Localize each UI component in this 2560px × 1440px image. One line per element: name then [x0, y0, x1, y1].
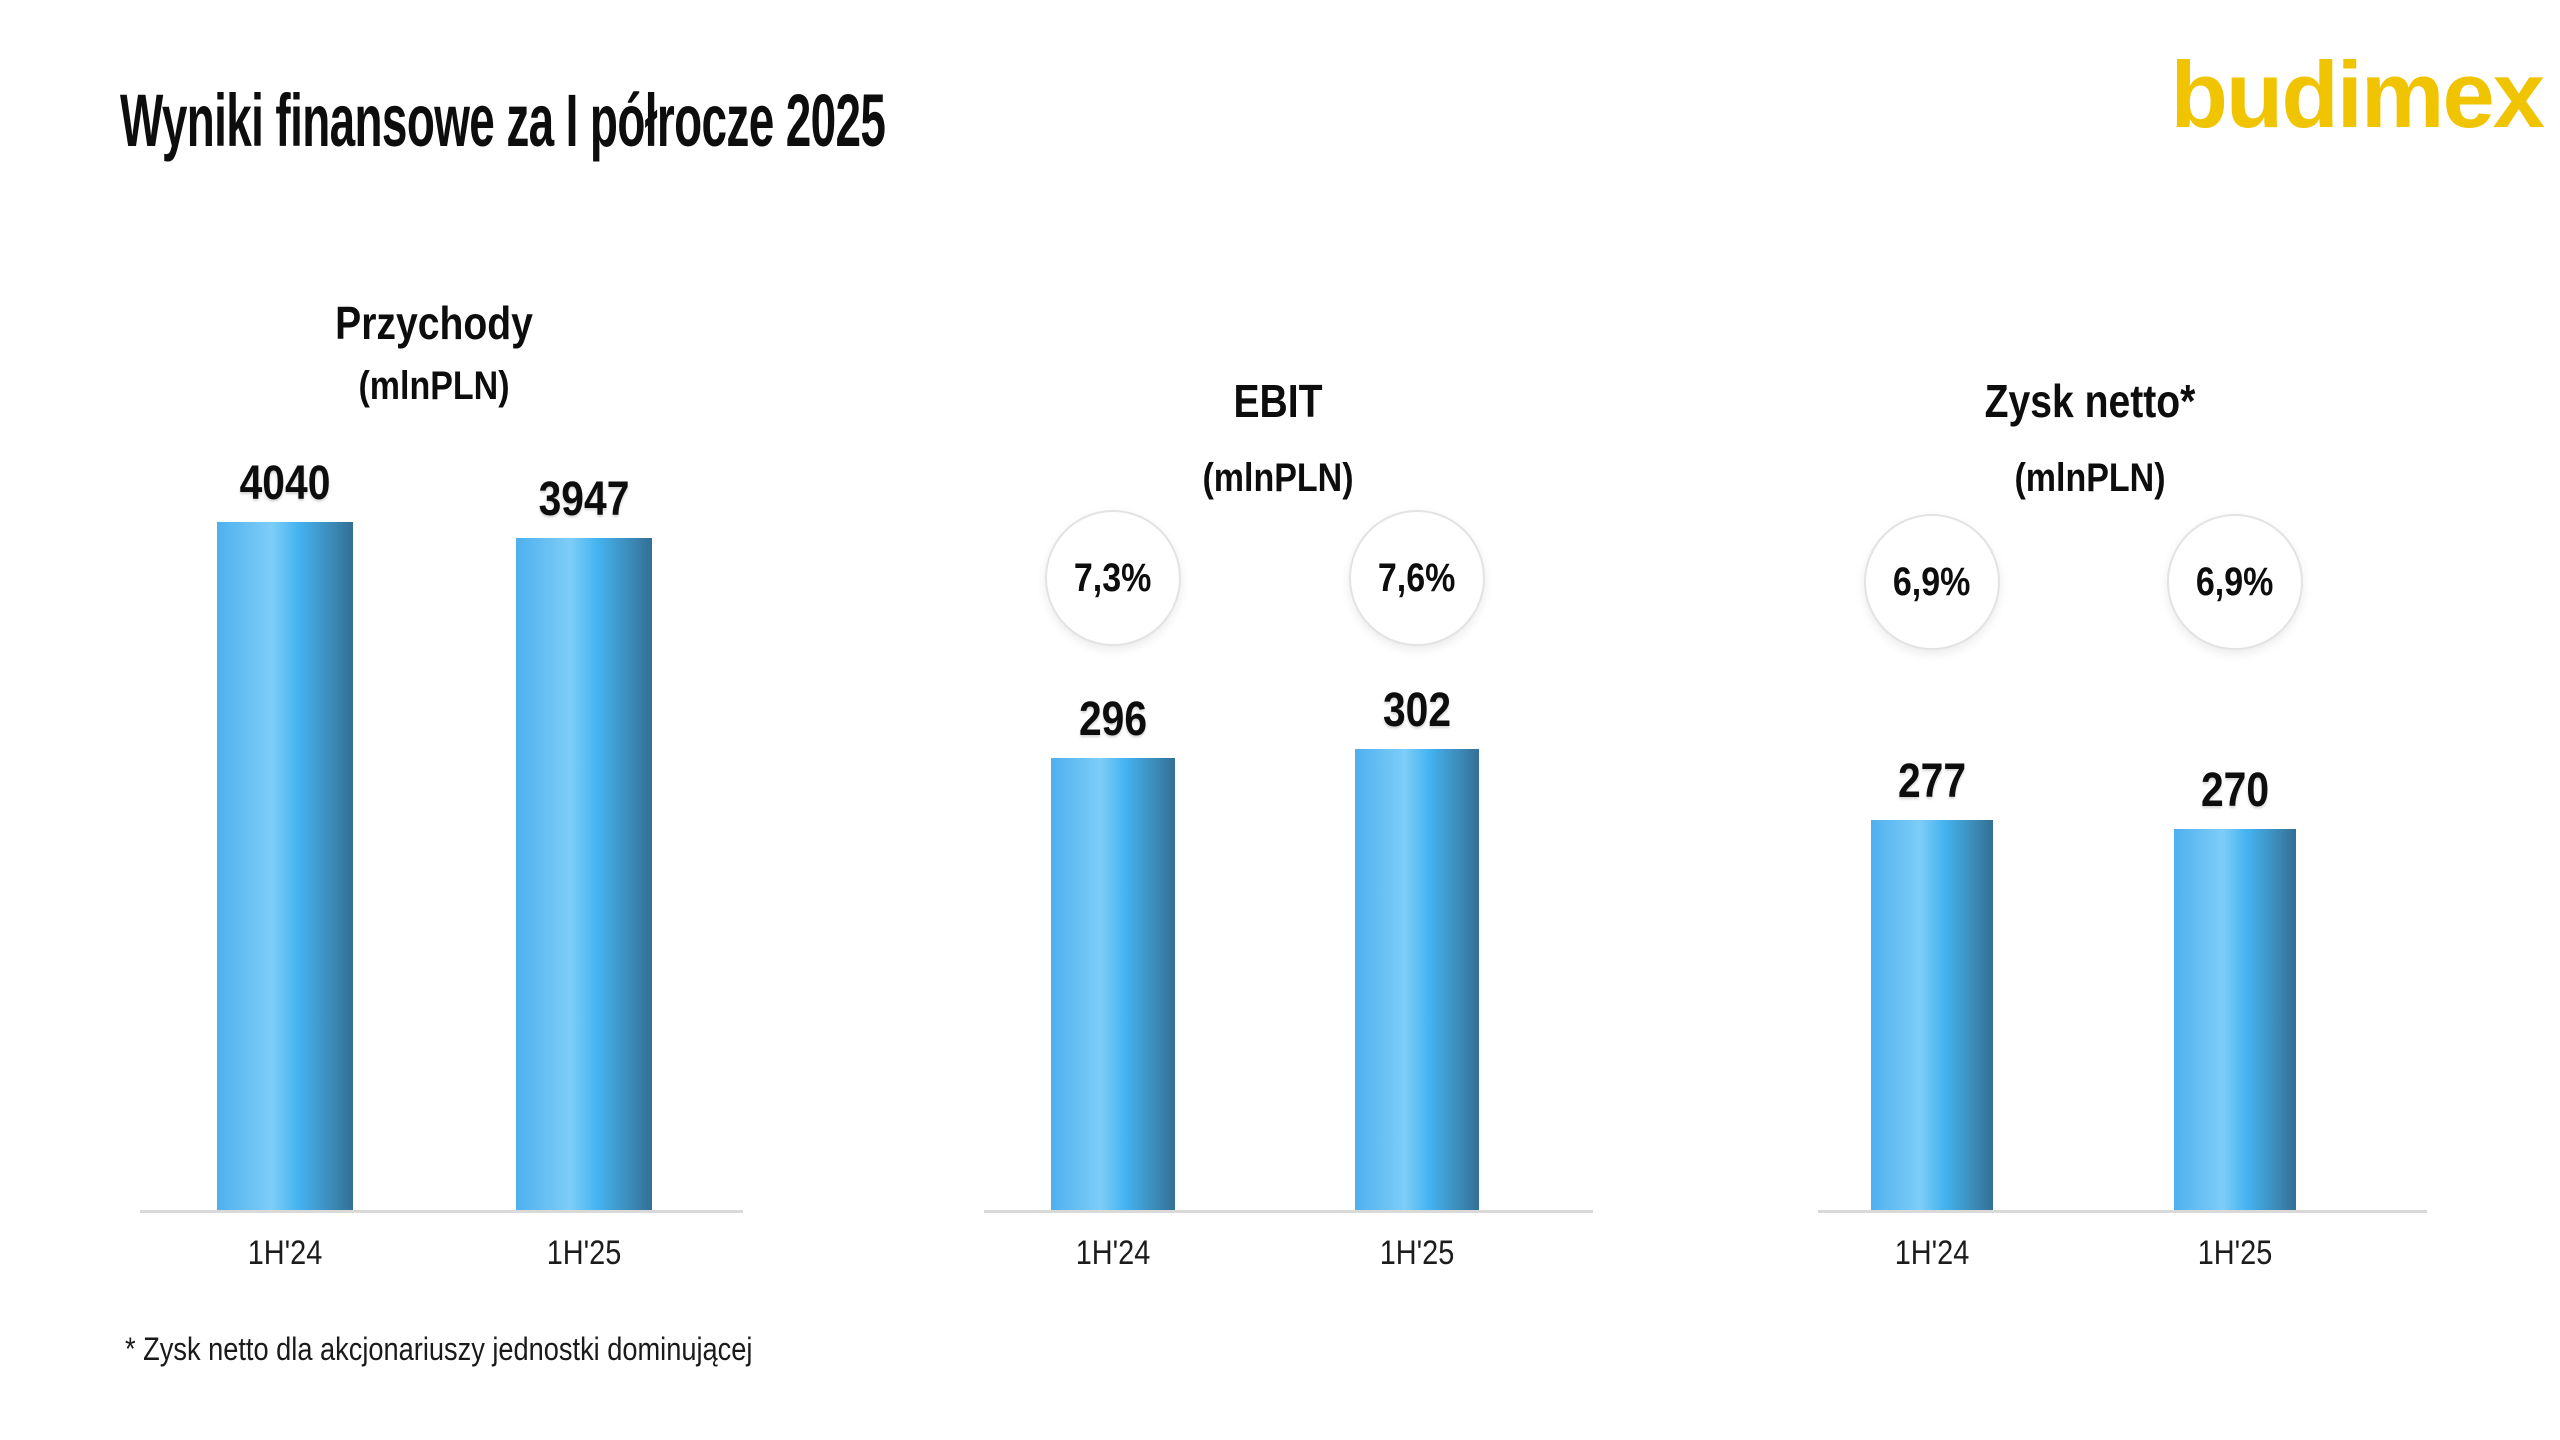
- axis-tick-label: 1H'25: [2197, 1234, 2273, 1272]
- bar-1h24: [1871, 820, 1993, 1210]
- bar-1h25: [516, 538, 652, 1210]
- margin-badge-label: 6,9%: [1893, 560, 1971, 604]
- bar-value-label: 4040: [239, 457, 331, 510]
- axis-tick-label: 1H'24: [1075, 1234, 1151, 1272]
- axis-baseline: [984, 1210, 1593, 1213]
- margin-badge: 7,3%: [1045, 510, 1181, 646]
- bar-value-label: 302: [1382, 684, 1452, 737]
- margin-badge-label: 6,9%: [2196, 560, 2274, 604]
- axis-tick-label: 1H'24: [1894, 1234, 1970, 1272]
- page-title: Wyniki finansowe za I półrocze 2025: [120, 79, 886, 162]
- axis-tick-label: 1H'25: [546, 1234, 622, 1272]
- bar-1h25: [1355, 749, 1479, 1210]
- bar-value-label: 270: [2200, 764, 2270, 817]
- chart-units: (mlnPLN): [2014, 456, 2166, 500]
- chart-title: Zysk netto*: [1984, 375, 2196, 427]
- bar-value-label: 3947: [538, 473, 630, 526]
- axis-tick-label: 1H'24: [247, 1234, 323, 1272]
- bar-value-label: 296: [1078, 693, 1148, 746]
- bar-1h24: [217, 522, 353, 1210]
- axis-baseline: [140, 1210, 743, 1213]
- budimex-logo: budimex: [2170, 42, 2545, 147]
- axis-baseline: [1818, 1210, 2427, 1213]
- chart-units: (mlnPLN): [1202, 456, 1354, 500]
- margin-badge: 7,6%: [1349, 510, 1485, 646]
- footnote: * Zysk netto dla akcjonariuszy jednostki…: [125, 1331, 753, 1367]
- bar-1h25: [2174, 829, 2296, 1210]
- bar-value-label: 277: [1897, 755, 1967, 808]
- bar-1h24: [1051, 758, 1175, 1210]
- chart-title: EBIT: [1233, 375, 1323, 427]
- margin-badge: 6,9%: [2167, 514, 2303, 650]
- axis-tick-label: 1H'25: [1379, 1234, 1455, 1272]
- margin-badge: 6,9%: [1864, 514, 2000, 650]
- chart-units: (mlnPLN): [358, 364, 510, 408]
- chart-title: Przychody: [335, 297, 533, 349]
- margin-badge-label: 7,6%: [1378, 556, 1456, 600]
- margin-badge-label: 7,3%: [1074, 556, 1152, 600]
